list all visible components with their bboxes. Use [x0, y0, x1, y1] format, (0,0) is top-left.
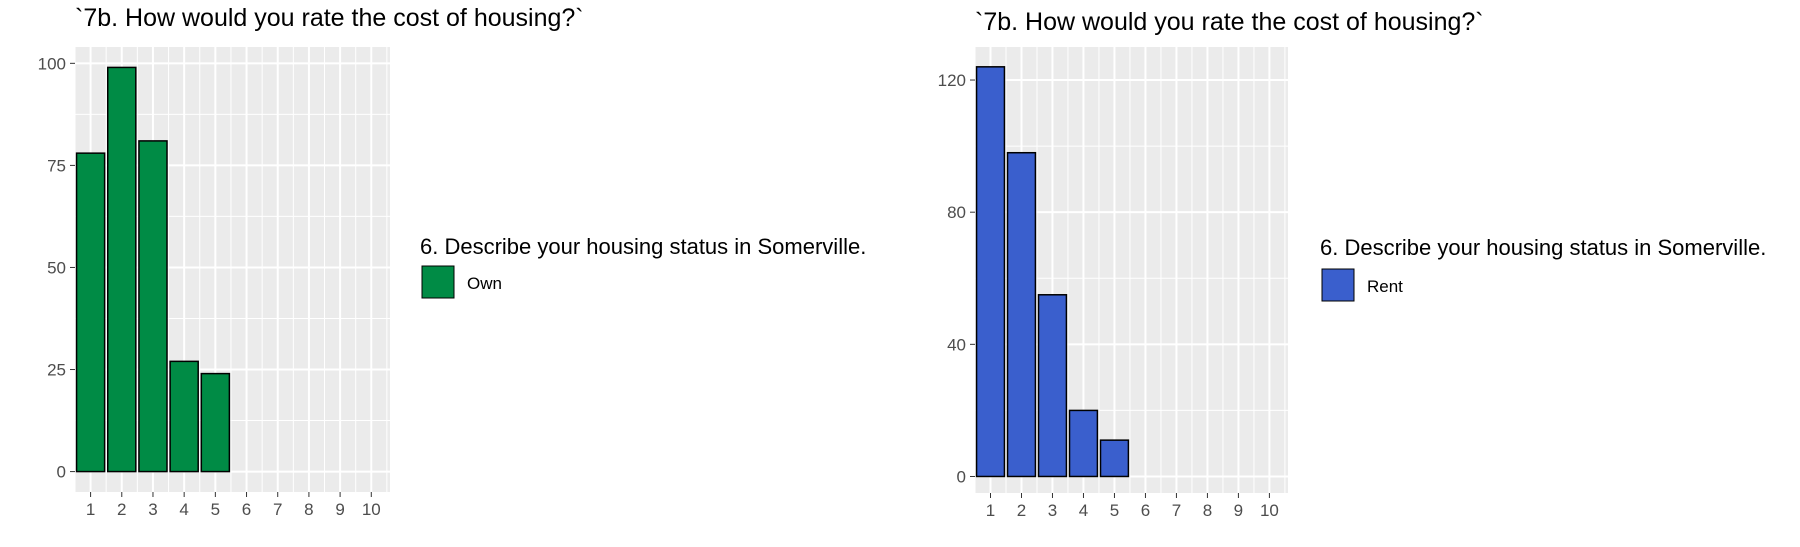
bar-5: [1099, 439, 1130, 478]
x-axis: 1 2 3 4 5 6 7 8 9 10: [986, 493, 1279, 520]
bar-3: [1037, 294, 1068, 478]
bar-5: [200, 372, 231, 473]
chart-title: `7b. How would you rate the cost of hous…: [75, 4, 584, 32]
chart-rent: `7b. How would you rate the cost of hous…: [900, 0, 1800, 547]
bar-2: [1006, 151, 1037, 478]
y-tick-label: 120: [938, 71, 966, 90]
y-tick-label: 100: [38, 54, 66, 73]
chart-own-svg: `7b. How would you rate the cost of hous…: [38, 4, 867, 519]
y-tick-label: 0: [57, 463, 66, 482]
x-tick-label: 4: [1079, 501, 1088, 520]
x-tick-label: 5: [211, 500, 220, 519]
legend-label-own: Own: [467, 274, 502, 293]
x-tick-label: 8: [1203, 501, 1212, 520]
bar-4: [1068, 409, 1099, 478]
legend-title: 6. Describe your housing status in Somer…: [1320, 235, 1766, 260]
x-tick-label: 2: [117, 500, 126, 519]
legend-key-own: [421, 265, 455, 299]
x-tick-label: 7: [1172, 501, 1181, 520]
legend-key-rent: [1321, 268, 1355, 302]
chart-title: `7b. How would you rate the cost of hous…: [975, 8, 1484, 36]
bars: [75, 66, 231, 473]
x-tick-label: 6: [1141, 501, 1150, 520]
y-tick-label: 25: [47, 361, 66, 380]
x-tick-label: 10: [1260, 501, 1279, 520]
bar-2: [106, 66, 137, 473]
chart-own: `7b. How would you rate the cost of hous…: [38, 4, 867, 519]
x-axis: 1 2 3 4 5 6 7 8 9 10: [86, 492, 381, 519]
x-tick-label: 1: [986, 501, 995, 520]
x-tick-label: 6: [242, 500, 251, 519]
bar-1: [975, 66, 1006, 478]
y-axis: 0 40 80 120: [938, 71, 975, 486]
legend-label-rent: Rent: [1367, 277, 1403, 296]
y-tick-label: 40: [947, 335, 966, 354]
x-tick-label: 4: [179, 500, 188, 519]
x-tick-label: 10: [362, 500, 381, 519]
bars: [975, 66, 1130, 478]
x-tick-label: 5: [1110, 501, 1119, 520]
x-tick-label: 2: [1017, 501, 1026, 520]
x-tick-label: 7: [273, 500, 282, 519]
y-axis: 0 25 50 75 100: [38, 54, 75, 482]
legend-title: 6. Describe your housing status in Somer…: [420, 234, 866, 259]
y-tick-label: 75: [47, 156, 66, 175]
x-tick-label: 3: [148, 500, 157, 519]
y-tick-label: 80: [947, 203, 966, 222]
chart-rent-svg: `7b. How would you rate the cost of hous…: [938, 8, 1767, 520]
x-tick-label: 9: [1234, 501, 1243, 520]
bar-1: [75, 152, 106, 473]
y-tick-label: 0: [957, 467, 966, 486]
x-tick-label: 3: [1048, 501, 1057, 520]
bar-4: [169, 360, 199, 473]
x-tick-label: 8: [304, 500, 313, 519]
y-tick-label: 50: [47, 258, 66, 277]
bar-3: [138, 140, 168, 473]
x-tick-label: 9: [335, 500, 344, 519]
x-tick-label: 1: [86, 500, 95, 519]
